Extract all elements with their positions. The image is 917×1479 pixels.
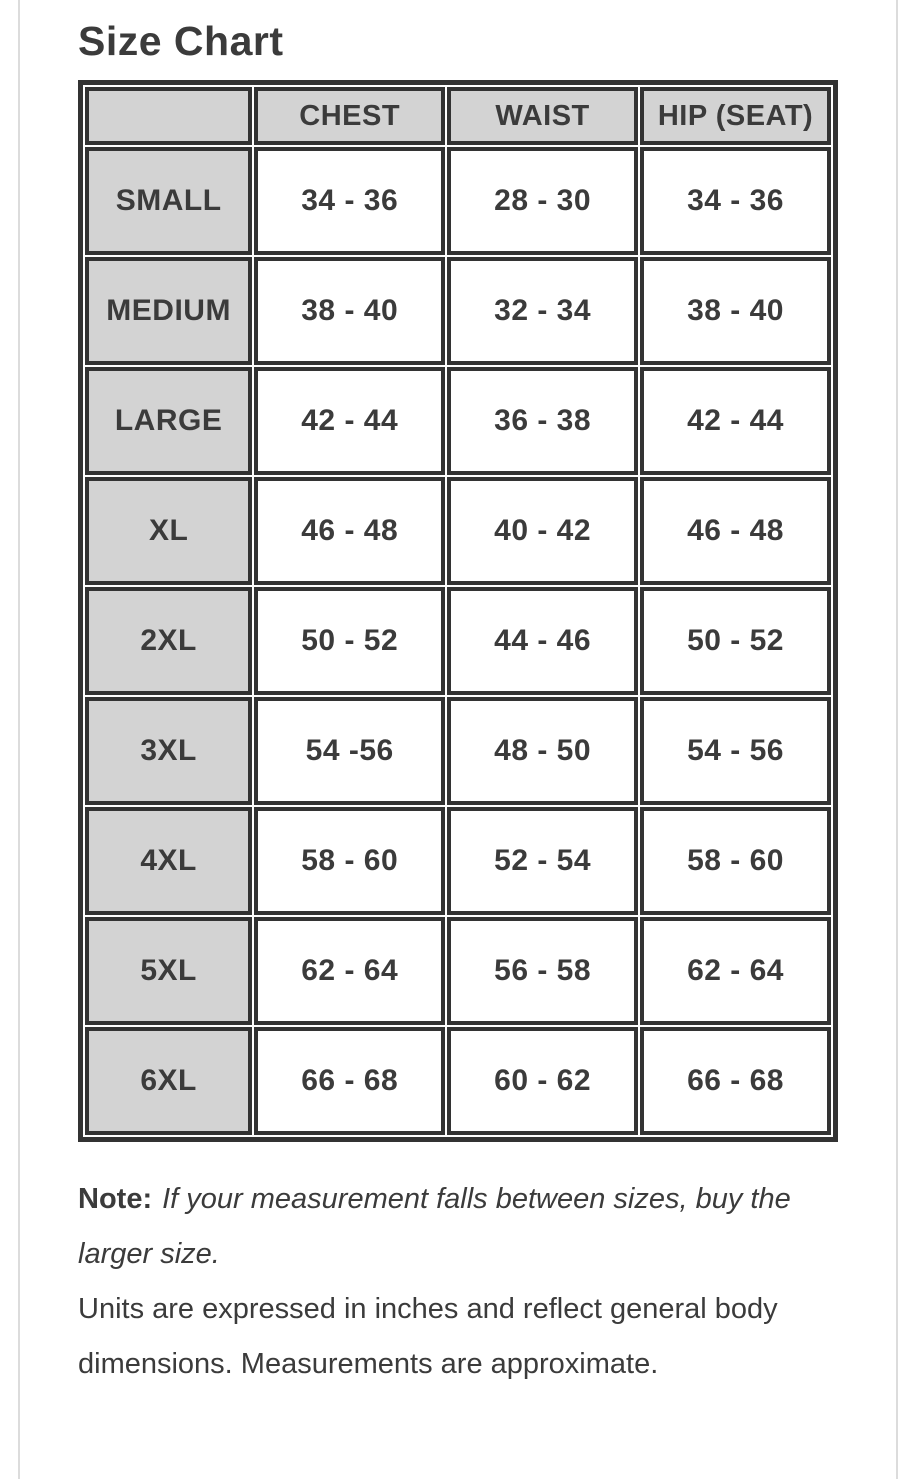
hip-value-cell: 46 - 48 [640, 477, 831, 586]
chest-value-cell: 46 - 48 [254, 477, 446, 586]
table-row: 4XL 58 - 60 52 - 54 58 - 60 [85, 807, 831, 916]
chest-value-cell: 62 - 64 [254, 917, 446, 1026]
fit-note: Note: If your measurement falls between s… [78, 1172, 838, 1282]
chest-value-cell: 54 -56 [254, 697, 446, 806]
table-row: 6XL 66 - 68 60 - 62 66 - 68 [85, 1027, 831, 1136]
waist-column-header: WAIST [447, 87, 639, 146]
chest-value-cell: 50 - 52 [254, 587, 446, 696]
chest-value-cell: 38 - 40 [254, 257, 446, 366]
hip-value-cell: 38 - 40 [640, 257, 831, 366]
chest-value-cell: 34 - 36 [254, 147, 446, 256]
waist-value-cell: 52 - 54 [447, 807, 639, 916]
size-label-cell: SMALL [85, 147, 253, 256]
size-label-cell: MEDIUM [85, 257, 253, 366]
hip-value-cell: 54 - 56 [640, 697, 831, 806]
waist-value-cell: 44 - 46 [447, 587, 639, 696]
table-row: 3XL 54 -56 48 - 50 54 - 56 [85, 697, 831, 806]
note-label: Note: [78, 1183, 153, 1216]
size-label-cell: 6XL [85, 1027, 253, 1136]
corner-header-cell [85, 87, 253, 146]
page-right-edge-line [896, 0, 898, 1479]
page-title: Size Chart [78, 18, 284, 64]
chest-value-cell: 66 - 68 [254, 1027, 446, 1136]
hip-value-cell: 58 - 60 [640, 807, 831, 916]
note-emphasis-text: If your measurement falls between sizes,… [78, 1183, 791, 1271]
waist-value-cell: 56 - 58 [447, 917, 639, 1026]
hip-value-cell: 66 - 68 [640, 1027, 831, 1136]
table-row: XL 46 - 48 40 - 42 46 - 48 [85, 477, 831, 586]
hip-value-cell: 42 - 44 [640, 367, 831, 476]
table-row: SMALL 34 - 36 28 - 30 34 - 36 [85, 147, 831, 256]
size-label-cell: 5XL [85, 917, 253, 1026]
hip-value-cell: 62 - 64 [640, 917, 831, 1026]
size-label-cell: XL [85, 477, 253, 586]
size-label-cell: 2XL [85, 587, 253, 696]
hip-value-cell: 34 - 36 [640, 147, 831, 256]
waist-value-cell: 36 - 38 [447, 367, 639, 476]
chest-value-cell: 42 - 44 [254, 367, 446, 476]
size-label-cell: 3XL [85, 697, 253, 806]
size-label-cell: 4XL [85, 807, 253, 916]
size-chart-table: CHEST WAIST HIP (SEAT) SMALL 34 - 36 28 … [78, 80, 838, 1143]
hip-column-header: HIP (SEAT) [640, 87, 831, 146]
hip-value-cell: 50 - 52 [640, 587, 831, 696]
waist-value-cell: 40 - 42 [447, 477, 639, 586]
table-row: MEDIUM 38 - 40 32 - 34 38 - 40 [85, 257, 831, 366]
chest-column-header: CHEST [254, 87, 446, 146]
waist-value-cell: 48 - 50 [447, 697, 639, 806]
header-row: CHEST WAIST HIP (SEAT) [85, 87, 831, 146]
units-note: Units are expressed in inches and reflec… [78, 1293, 778, 1381]
table-row: LARGE 42 - 44 36 - 38 42 - 44 [85, 367, 831, 476]
size-label-cell: LARGE [85, 367, 253, 476]
waist-value-cell: 60 - 62 [447, 1027, 639, 1136]
notes-block: Note: If your measurement falls between s… [78, 1172, 838, 1392]
table-row: 5XL 62 - 64 56 - 58 62 - 64 [85, 917, 831, 1026]
table-row: 2XL 50 - 52 44 - 46 50 - 52 [85, 587, 831, 696]
size-chart-section: Size Chart CHEST WAIST HIP (SEAT) SMALL … [78, 0, 838, 1392]
waist-value-cell: 28 - 30 [447, 147, 639, 256]
waist-value-cell: 32 - 34 [447, 257, 639, 366]
chest-value-cell: 58 - 60 [254, 807, 446, 916]
page-left-edge-line [18, 0, 20, 1479]
